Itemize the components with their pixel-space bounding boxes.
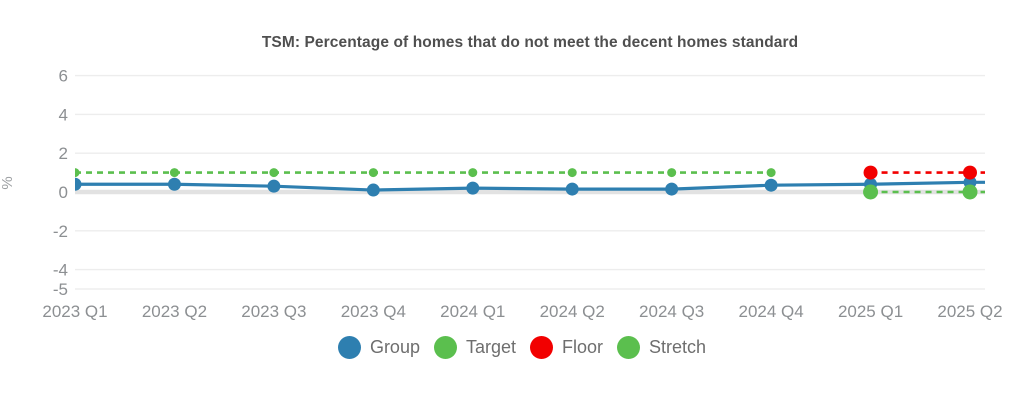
- group-data-point: [267, 179, 281, 193]
- y-tick-label: -2: [53, 222, 68, 241]
- target-data-point: [567, 168, 577, 178]
- group-data-point: [167, 177, 181, 191]
- group-series-marker-icon: [337, 336, 361, 359]
- group-data-point: [75, 177, 82, 191]
- x-tick-label: 2024 Q4: [738, 302, 803, 321]
- y-axis-labels: 6 4 2 0 -2 -4-5: [53, 67, 68, 299]
- stretch-data-point: [962, 184, 978, 200]
- y-tick-label: 0: [59, 183, 68, 202]
- legend-item-target[interactable]: Target: [433, 336, 516, 359]
- x-tick-label: 2024 Q3: [639, 302, 704, 321]
- floor-data-point: [863, 165, 878, 180]
- y-tick-label: 2: [59, 144, 68, 163]
- x-tick-label: 2023 Q2: [142, 302, 207, 321]
- legend-label-stretch: Stretch: [649, 337, 707, 357]
- target-data-point: [468, 168, 478, 178]
- y-tick-label: 4: [59, 105, 68, 124]
- legend-label-target: Target: [465, 337, 516, 357]
- x-tick-label: 2025 Q1: [838, 302, 903, 321]
- y-tick-label: -5: [53, 280, 68, 299]
- legend-item-group[interactable]: Group: [337, 336, 420, 359]
- x-tick-label: 2023 Q3: [241, 302, 306, 321]
- x-tick-label: 2025 Q2: [937, 302, 1002, 321]
- group-line: [75, 180, 985, 192]
- x-axis-labels: 2023 Q1 2023 Q2 2023 Q3 2023 Q4 2024 Q1 2024 …: [42, 302, 1002, 321]
- legend-label-group: Group: [369, 337, 420, 357]
- floor-data-point: [963, 165, 977, 180]
- target-data-point: [766, 168, 776, 178]
- group-data-point: [565, 182, 579, 196]
- gridlines: [75, 74, 985, 290]
- x-tick-label: 2023 Q1: [42, 302, 107, 321]
- series-floor: [863, 165, 985, 180]
- chart-title: TSM: Percentage of homes that do not mee…: [261, 34, 799, 51]
- target-data-point: [269, 168, 279, 178]
- legend-item-floor[interactable]: Floor: [530, 336, 603, 359]
- series-stretch: [863, 184, 985, 200]
- target-data-point: [667, 168, 677, 178]
- target-data-point: [169, 168, 179, 178]
- legend: Group Target Floor Stretch: [0, 336, 1024, 359]
- y-axis-title: %: [0, 176, 16, 189]
- group-data-point: [764, 178, 778, 192]
- y-tick-label: -4: [53, 261, 68, 280]
- group-data-point: [665, 182, 679, 196]
- x-tick-label: 2023 Q4: [341, 302, 406, 321]
- target-data-point: [368, 168, 378, 178]
- x-tick-label: 2024 Q2: [540, 302, 605, 321]
- target-series-marker-icon: [433, 336, 457, 359]
- group-data-point: [466, 181, 480, 195]
- stretch-data-point: [863, 184, 879, 200]
- x-tick-label: 2024 Q1: [440, 302, 505, 321]
- series-target: [75, 168, 776, 178]
- y-tick-label: 6: [59, 67, 68, 86]
- group-data-point: [366, 183, 380, 197]
- legend-label-floor: Floor: [562, 337, 604, 357]
- stretch-series-marker-icon: [617, 336, 641, 359]
- floor-series-marker-icon: [530, 336, 553, 359]
- legend-item-stretch[interactable]: Stretch: [617, 336, 706, 359]
- target-data-point: [75, 168, 80, 178]
